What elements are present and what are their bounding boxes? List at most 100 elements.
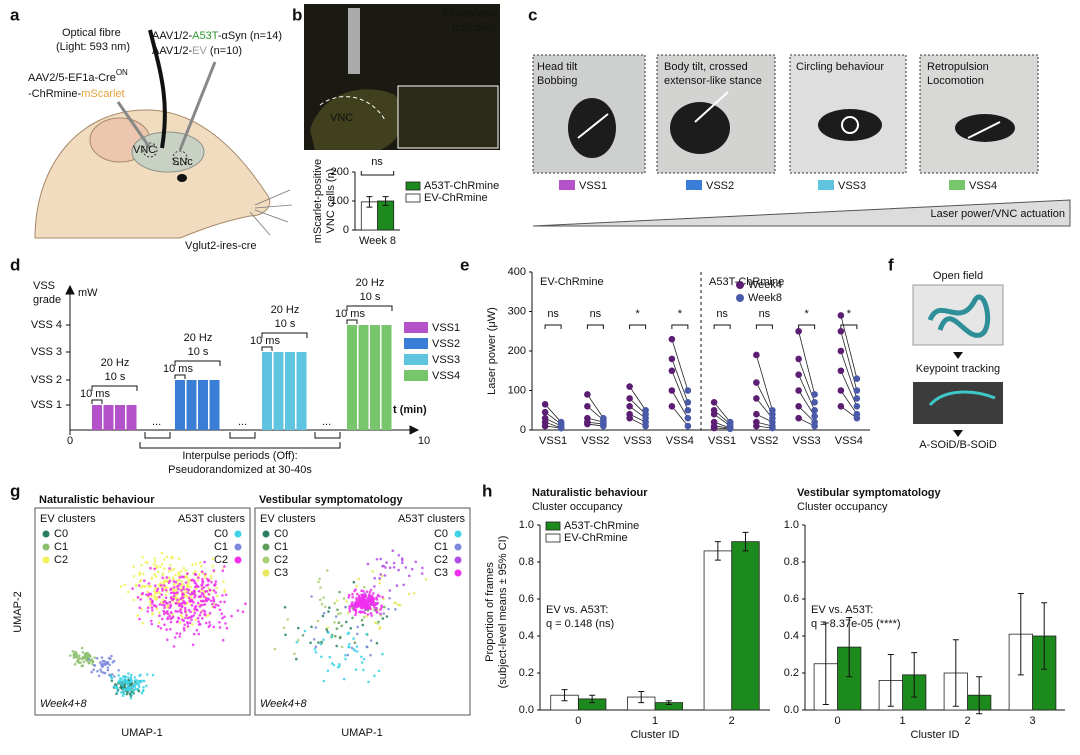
- legend-marker: [736, 294, 744, 302]
- error-bar: [742, 531, 749, 552]
- umap-point: [169, 596, 173, 599]
- behaviour-images: [532, 54, 1071, 227]
- umap-point: [187, 608, 191, 612]
- label: Open field: [933, 270, 983, 282]
- umap-point: [160, 562, 164, 566]
- umap-point: [176, 585, 179, 588]
- umap-point: [385, 561, 388, 564]
- umap-point: [72, 653, 76, 657]
- point: [541, 401, 549, 408]
- point: [626, 383, 633, 390]
- legend-label: VSS1: [432, 322, 460, 334]
- umap-point: [131, 692, 134, 696]
- point: [795, 387, 802, 394]
- umap-point: [197, 576, 200, 579]
- umap-point: [205, 590, 209, 593]
- umap-point: [124, 675, 127, 679]
- umap-point: [122, 687, 125, 691]
- umap-point: [183, 623, 186, 627]
- x-tick-label: 1: [652, 715, 658, 727]
- legend-title: A53T clusters: [178, 513, 246, 525]
- umap-point: [191, 578, 194, 582]
- umap-point: [119, 585, 123, 588]
- umap-point: [173, 583, 176, 587]
- umap-point: [320, 602, 324, 606]
- umap-point: [194, 618, 198, 621]
- umap-point: [185, 588, 189, 591]
- umap-point: [326, 569, 329, 572]
- label: 0: [67, 435, 73, 447]
- pulse-block: [175, 380, 185, 430]
- umap-point: [360, 618, 364, 622]
- mouse: [818, 109, 882, 141]
- umap-point: [310, 595, 313, 598]
- fibre-track: [348, 8, 360, 74]
- axis-label: (subject-level means ± 95% CI): [497, 536, 509, 689]
- label: (Light: 593 nm): [56, 41, 130, 53]
- umap-point: [172, 645, 176, 648]
- legend-marker: [736, 281, 744, 289]
- umap-point: [184, 581, 188, 584]
- umap-point: [184, 608, 187, 612]
- umap-point: [171, 598, 174, 602]
- umap-point: [133, 676, 137, 679]
- umap-point: [345, 620, 348, 624]
- duration-label: 10 s: [188, 346, 209, 358]
- umap-point: [163, 584, 166, 587]
- point: [684, 406, 692, 414]
- umap-point: [112, 685, 116, 688]
- umap-point: [358, 610, 361, 614]
- y-axis-label: Laser power (μW): [486, 307, 498, 395]
- umap-point: [164, 593, 168, 597]
- umap-point: [80, 657, 84, 661]
- umap-point: [195, 628, 199, 632]
- umap-point: [165, 576, 169, 579]
- x-axis-label: Cluster ID: [911, 729, 960, 741]
- legend-marker: [454, 530, 462, 538]
- umap-point: [374, 621, 377, 624]
- legend-marker: [454, 543, 462, 551]
- umap-point: [138, 571, 141, 574]
- umap-point: [125, 680, 129, 683]
- umap-point: [214, 591, 217, 594]
- umap-point: [381, 574, 384, 578]
- umap-point: [151, 609, 154, 612]
- umap-point: [327, 610, 330, 613]
- legend-label: C0: [274, 528, 288, 540]
- point: [684, 422, 692, 430]
- umap-point: [362, 610, 365, 614]
- legend-label: VSS2: [432, 338, 460, 350]
- umap-point: [77, 654, 81, 657]
- umap-point: [102, 671, 105, 674]
- inset-image: [397, 85, 499, 149]
- pulse-block: [262, 352, 272, 430]
- umap-point: [182, 587, 185, 591]
- label: AAV1/2-: [152, 30, 192, 42]
- point: [837, 387, 845, 394]
- umap-point: [172, 580, 176, 583]
- umap-point: [335, 644, 339, 648]
- umap-point: [145, 593, 148, 596]
- panel-label: e: [460, 255, 469, 274]
- legend-label: VSS2: [706, 180, 734, 192]
- umap-point: [360, 655, 363, 659]
- bracket: [629, 324, 647, 329]
- umap-point: [375, 598, 379, 601]
- panel-label: a: [10, 5, 20, 24]
- umap-point: [349, 627, 353, 630]
- umap-point: [365, 645, 369, 649]
- legend-title: A53T clusters: [398, 513, 466, 525]
- label: Laser power/VNC actuation: [930, 208, 1065, 220]
- umap-point: [132, 689, 135, 692]
- umap-point: [381, 652, 384, 656]
- umap-point: [136, 596, 140, 599]
- pair-line: [671, 358, 689, 403]
- umap-point: [219, 600, 222, 604]
- umap-point: [337, 621, 341, 624]
- umap-point: [189, 610, 192, 614]
- point: [753, 395, 760, 402]
- umap-point: [214, 603, 218, 606]
- umap-point: [178, 635, 181, 638]
- umap-point: [127, 590, 130, 594]
- optical-fibre: [148, 29, 167, 149]
